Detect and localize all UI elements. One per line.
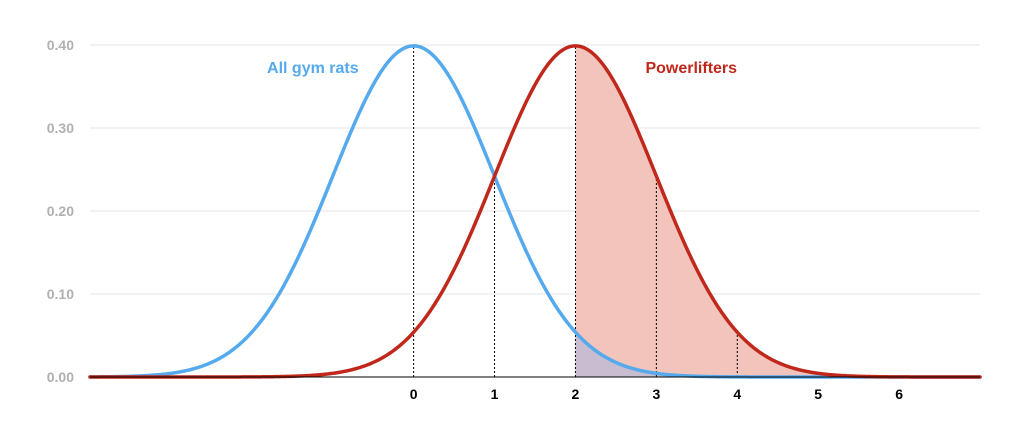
x-axis-ticks: 0 1 2 3 4 5 6 — [410, 386, 903, 402]
y-axis-ticks: 0.00 0.10 0.20 0.30 0.40 — [47, 37, 74, 385]
y-tick-label: 0.20 — [47, 203, 74, 219]
x-tick-label: 0 — [410, 386, 418, 402]
y-tick-label: 0.40 — [47, 37, 74, 53]
y-tick-label: 0.10 — [47, 286, 74, 302]
shaded-regions — [575, 45, 980, 377]
shaded-region — [575, 332, 980, 377]
x-tick-label: 5 — [814, 386, 822, 402]
y-tick-label: 0.30 — [47, 120, 74, 136]
x-tick-label: 6 — [895, 386, 903, 402]
shaded-region — [575, 45, 980, 377]
x-tick-label: 3 — [652, 386, 660, 402]
grid — [90, 44, 980, 295]
x-tick-label: 4 — [733, 386, 741, 402]
series-label-all-gym-rats: All gym rats — [267, 60, 359, 77]
series-labels: All gym rats Powerlifters — [267, 60, 737, 77]
x-tick-label: 1 — [491, 386, 499, 402]
series-label-powerlifters: Powerlifters — [645, 60, 737, 77]
x-tick-label: 2 — [572, 386, 580, 402]
y-tick-label: 0.00 — [47, 369, 74, 385]
reference-lines — [413, 45, 738, 377]
